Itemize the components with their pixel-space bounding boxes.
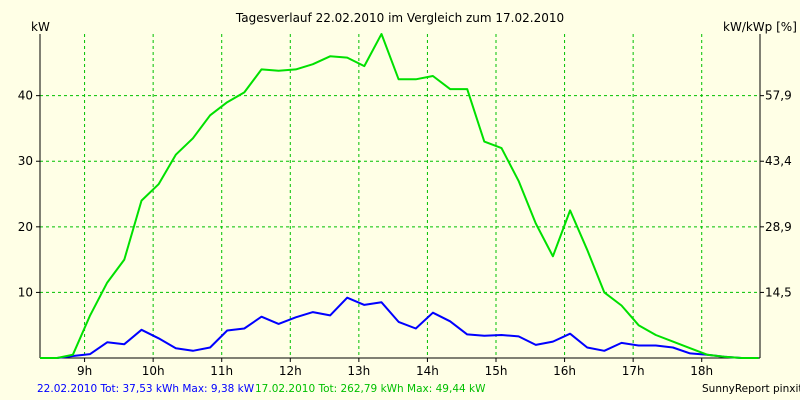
x-tick-label: 12h xyxy=(279,364,302,378)
grid-layer xyxy=(40,34,760,358)
footer-green-summary: 17.02.2010 Tot: 262,79 kWh Max: 49,44 kW xyxy=(255,383,486,395)
y-right-tick-label: 43,4 xyxy=(765,154,792,168)
x-tick-label: 9h xyxy=(77,364,92,378)
x-tick-label: 13h xyxy=(347,364,370,378)
series-line-17-02-2010 xyxy=(40,33,759,359)
y-axis-left-unit: kW xyxy=(31,20,50,34)
chart-title: Tagesverlauf 22.02.2010 im Vergleich zum… xyxy=(235,11,565,25)
series-line-22-02-2010 xyxy=(40,296,759,359)
footer-credit: SunnyReport pinxit xyxy=(702,383,800,395)
tick-label-layer: 9h 10h 11h 12h 13h 14h 15h 16h 17h 18h 10 20 30 40 14,… xyxy=(18,89,792,378)
x-tick-label: 15h xyxy=(485,364,508,378)
x-tick-label: 17h xyxy=(622,364,645,378)
y-left-tick-label: 30 xyxy=(18,154,33,168)
y-right-tick-label: 57,9 xyxy=(765,89,792,103)
x-tick-label: 16h xyxy=(553,364,576,378)
axis-layer xyxy=(36,34,764,362)
x-tick-label: 18h xyxy=(690,364,713,378)
x-tick-label: 14h xyxy=(416,364,439,378)
y-left-tick-label: 40 xyxy=(18,89,33,103)
y-left-tick-label: 10 xyxy=(18,285,33,299)
y-axis-right-unit: kW/kWp [%] xyxy=(723,20,797,34)
x-tick-label: 11h xyxy=(210,364,233,378)
y-left-tick-label: 20 xyxy=(18,220,33,234)
series-layer xyxy=(40,33,759,359)
x-tick-label: 10h xyxy=(142,364,165,378)
y-right-tick-label: 14,5 xyxy=(765,285,792,299)
footer-blue-summary: 22.02.2010 Tot: 37,53 kWh Max: 9,38 kW xyxy=(37,383,255,395)
y-right-tick-label: 28,9 xyxy=(765,220,792,234)
